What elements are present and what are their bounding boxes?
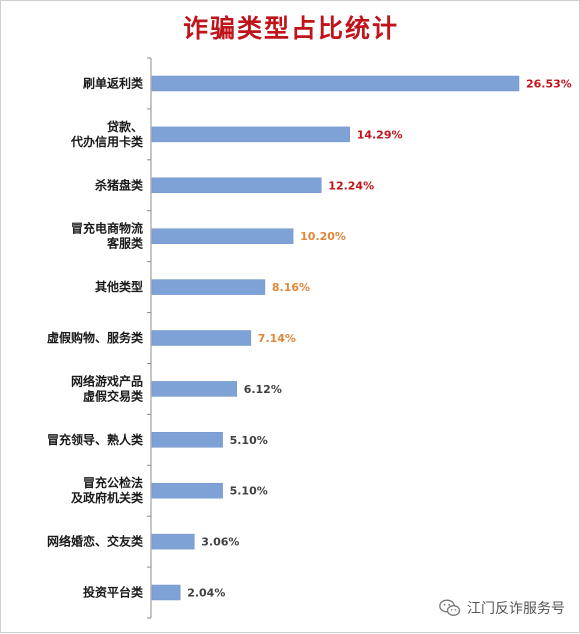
bar-value-label: 14.29% — [357, 128, 403, 141]
wechat-icon — [439, 599, 461, 616]
bar-value-label: 3.06% — [201, 536, 239, 549]
category-label: 虚假交易类 — [83, 388, 144, 403]
chart-title: 诈骗类型占比统计 — [182, 14, 399, 43]
category-label: 贷款、 — [107, 119, 143, 134]
bar — [151, 177, 322, 194]
bar — [151, 381, 237, 397]
bar-value-label: 10.20% — [300, 230, 346, 243]
category-label: 杀猪盘类 — [95, 177, 144, 192]
category-label: 客服类 — [106, 236, 144, 251]
watermark: 江门反诈服务号 — [439, 598, 565, 618]
bar — [151, 533, 195, 550]
bar-value-label: 26.53% — [526, 78, 572, 91]
bar — [151, 482, 223, 499]
bar-value-label: 8.16% — [272, 281, 310, 294]
bar — [151, 432, 223, 448]
bar-value-label: 5.10% — [230, 485, 268, 498]
category-label: 其他类型 — [95, 279, 143, 294]
bar — [151, 126, 350, 143]
category-label: 冒充公检法 — [83, 475, 143, 490]
bar — [151, 584, 181, 601]
category-label: 刷单返利类 — [83, 76, 144, 91]
category-label: 网络游戏产品 — [71, 373, 143, 388]
watermark-text: 江门反诈服务号 — [467, 601, 565, 617]
category-label: 网络婚恋、交友类 — [47, 534, 144, 549]
bar — [151, 75, 520, 92]
bar-value-label: 2.04% — [187, 587, 225, 600]
bar-value-label: 5.10% — [230, 434, 268, 447]
category-label: 代办信用卡类 — [70, 134, 144, 149]
category-label: 投资平台类 — [83, 585, 144, 600]
bar — [151, 228, 294, 244]
bar-value-label: 12.24% — [328, 179, 374, 192]
category-label: 及政府机关类 — [71, 490, 144, 505]
bar — [151, 279, 266, 295]
bar — [151, 330, 252, 346]
category-label: 冒充领导、熟人类 — [47, 432, 144, 447]
bar-value-label: 6.12% — [244, 383, 282, 396]
bar-value-label: 7.14% — [258, 332, 296, 345]
category-label: 冒充电商物流 — [71, 221, 143, 236]
category-label: 虚假购物、服务类 — [47, 330, 144, 345]
